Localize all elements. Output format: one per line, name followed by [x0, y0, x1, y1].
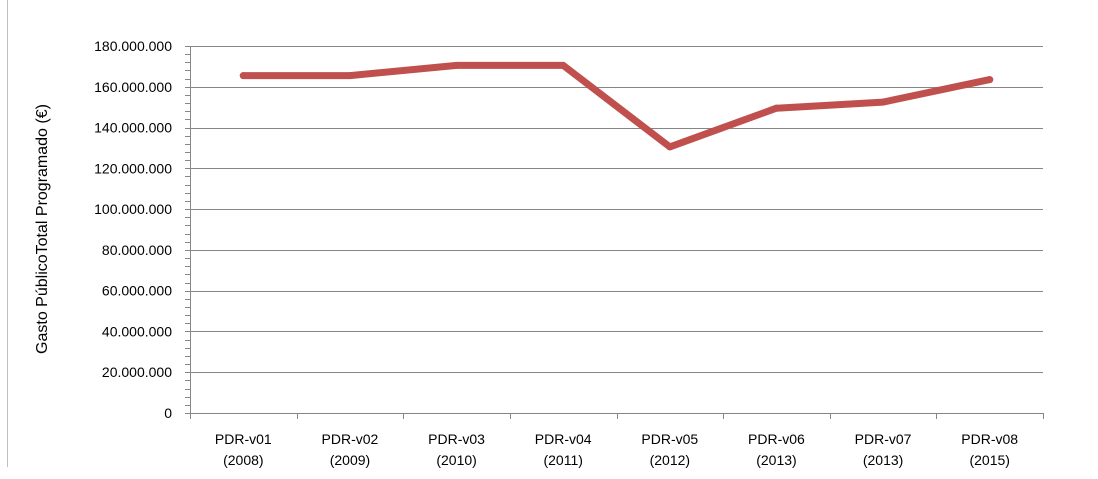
data-point	[239, 72, 247, 80]
y-tick-label: 120.000.000	[94, 160, 172, 176]
x-tick-version: PDR-v03	[428, 431, 485, 447]
y-tick-label: 180.000.000	[94, 38, 172, 54]
y-tick-label: 0	[164, 405, 172, 421]
x-tick-year: (2013)	[756, 452, 796, 468]
data-point	[986, 76, 994, 84]
x-tick-version: PDR-v05	[641, 431, 698, 447]
data-point	[879, 98, 887, 106]
x-tick-year: (2012)	[650, 452, 690, 468]
data-point	[346, 72, 354, 80]
y-tick-label: 140.000.000	[94, 120, 172, 136]
x-tick-year: (2013)	[863, 452, 903, 468]
x-tick-label: PDR-v06 (2013)	[748, 431, 805, 468]
data-point	[666, 143, 674, 151]
data-point	[453, 61, 461, 69]
series-line	[239, 61, 994, 151]
series	[239, 61, 994, 151]
x-tick-version: PDR-v08	[961, 431, 1018, 447]
x-tick-label: PDR-v07 (2013)	[855, 431, 912, 468]
y-tick-label: 40.000.000	[102, 323, 172, 339]
x-tick-year: (2015)	[969, 452, 1009, 468]
y-tick-label: 80.000.000	[102, 242, 172, 258]
data-point	[772, 104, 780, 112]
x-tick-label: PDR-v02 (2009)	[322, 431, 379, 468]
y-tick-label: 60.000.000	[102, 283, 172, 299]
y-tick-label: 160.000.000	[94, 79, 172, 95]
x-tick-label: PDR-v08 (2015)	[961, 431, 1018, 468]
y-tick-labels: 0 20.000.000 40.000.000 60.000.000 80.000.00…	[94, 38, 172, 421]
gridlines	[190, 46, 1043, 373]
x-tick-labels: PDR-v01 (2008)PDR-v02 (2009)PDR-v03 (2010)P…	[215, 431, 1018, 468]
y-tick-label: 100.000.000	[94, 201, 172, 217]
x-tick-version: PDR-v06	[748, 431, 805, 447]
x-tick-year: (2010)	[436, 452, 476, 468]
x-tick-year: (2009)	[330, 452, 370, 468]
x-tick-label: PDR-v04 (2011)	[535, 431, 592, 468]
x-tick-label: PDR-v05 (2012)	[641, 431, 698, 468]
y-tick-label: 20.000.000	[102, 364, 172, 380]
y-axis-title: Gasto PúblicoTotal Programado (€)	[34, 104, 51, 354]
axes	[185, 46, 1044, 419]
frame-border	[7, 0, 8, 467]
x-tick-year: (2008)	[223, 452, 263, 468]
x-tick-label: PDR-v03 (2010)	[428, 431, 485, 468]
data-point	[559, 61, 567, 69]
x-tick-year: (2011)	[543, 452, 582, 468]
x-tick-version: PDR-v02	[322, 431, 379, 447]
x-tick-version: PDR-v07	[855, 431, 912, 447]
x-tick-label: PDR-v01 (2008)	[215, 431, 272, 468]
x-tick-version: PDR-v04	[535, 431, 592, 447]
x-tick-version: PDR-v01	[215, 431, 272, 447]
